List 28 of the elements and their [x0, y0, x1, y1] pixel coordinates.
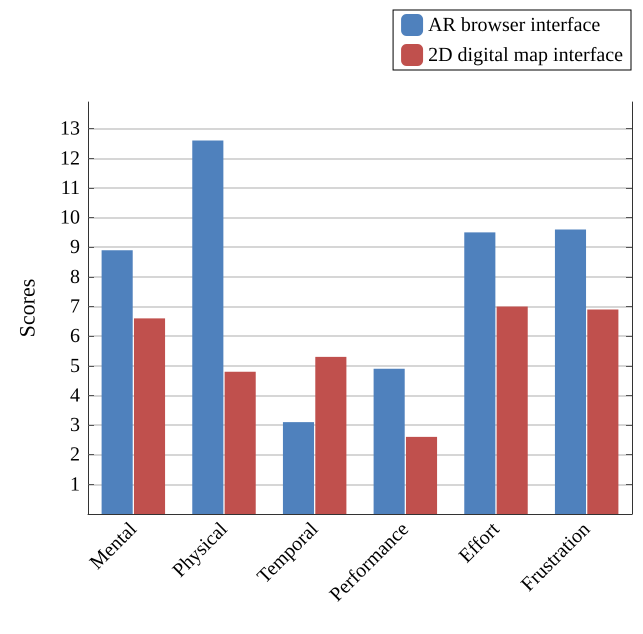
legend-label: AR browser interface	[428, 14, 600, 36]
bar	[587, 309, 618, 514]
y-tick-label: 12	[60, 147, 80, 170]
bar	[406, 436, 438, 514]
bar	[496, 306, 528, 514]
y-tick-label: 6	[70, 325, 80, 348]
legend-label: 2D digital map interface	[428, 44, 624, 66]
y-tick-label: 9	[70, 236, 80, 258]
bar	[192, 140, 224, 514]
bar	[554, 229, 586, 514]
y-axis-title: Scores	[14, 278, 40, 338]
y-tick-label: 1	[70, 473, 80, 496]
bar	[224, 372, 256, 514]
bar	[374, 368, 405, 514]
bar	[315, 356, 346, 514]
y-tick-label: 10	[60, 206, 80, 229]
bar	[102, 250, 133, 514]
y-tick-label: 3	[70, 414, 80, 436]
y-tick-label: 5	[70, 354, 80, 377]
y-tick-label: 11	[60, 176, 80, 199]
bar	[134, 318, 166, 514]
bar	[464, 232, 496, 514]
y-tick-label: 8	[70, 266, 80, 288]
y-tick-label: 2	[70, 444, 80, 466]
bar	[282, 422, 314, 514]
y-tick-label: 7	[70, 296, 80, 318]
y-tick-label: 13	[60, 118, 80, 140]
y-tick-label: 4	[70, 384, 80, 406]
